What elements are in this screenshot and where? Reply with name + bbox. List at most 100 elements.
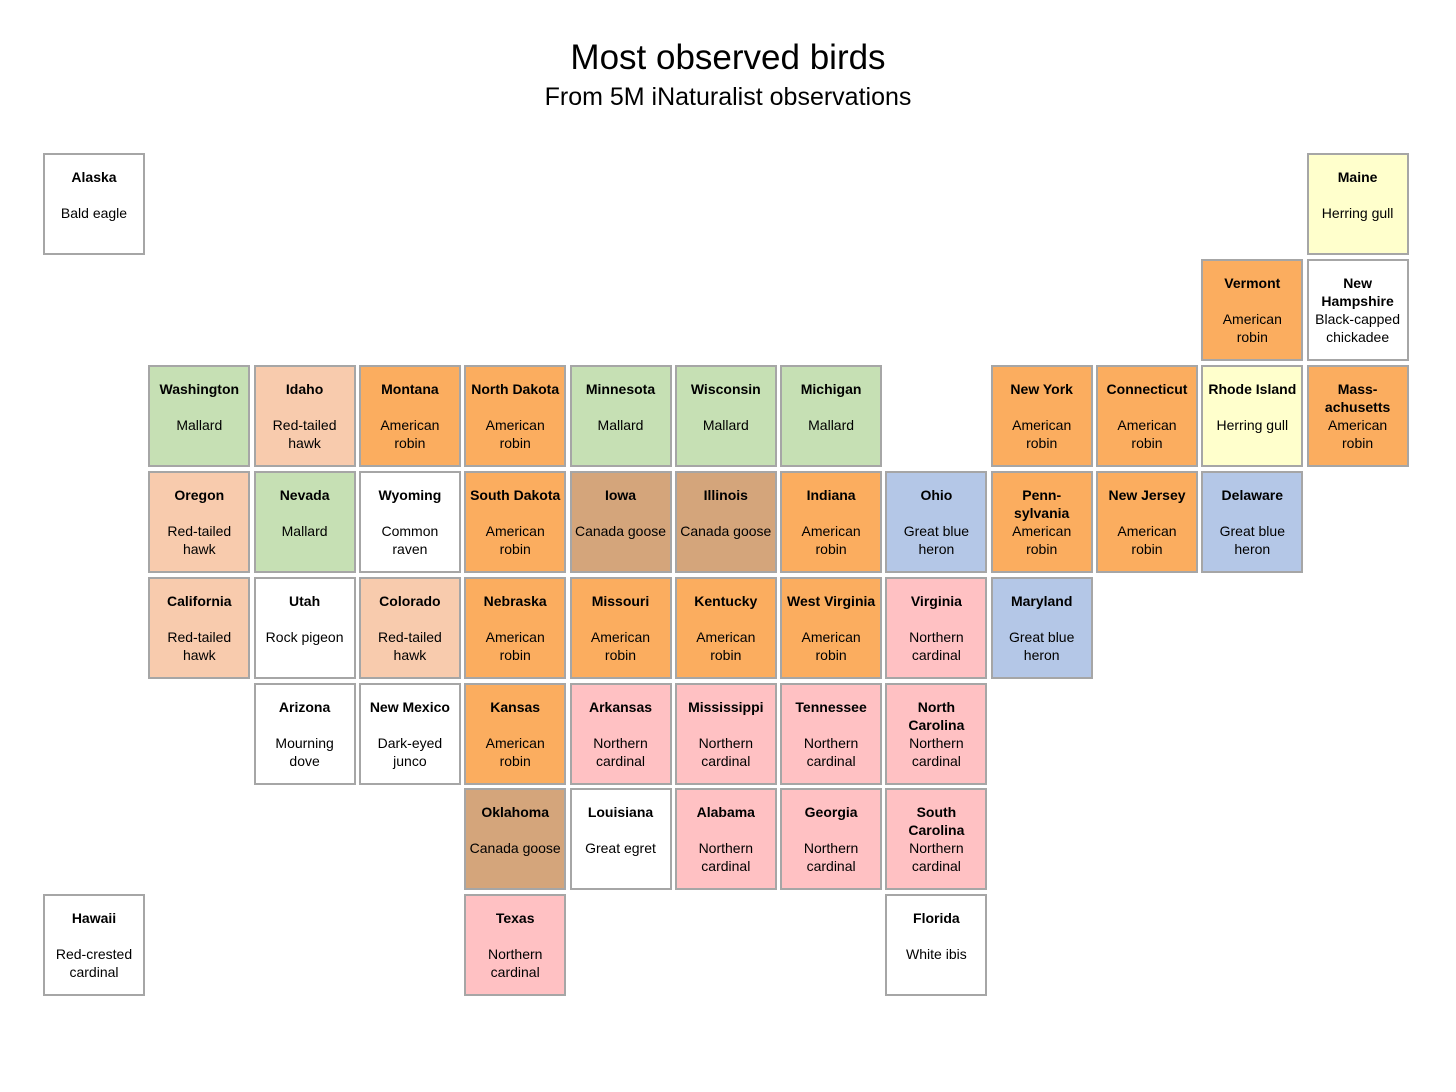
bird-name: Herring gull (1321, 205, 1394, 221)
bird-name: American robin (1012, 416, 1072, 451)
state-name: Nebraska (483, 592, 547, 609)
state-name: Minnesota (585, 380, 656, 397)
state-tile-georgia: Georgia Northern cardinal (780, 788, 883, 891)
state-name: Alaska (71, 169, 117, 185)
bird-name: Red-tailed hawk (167, 628, 232, 663)
state-name: Idaho (285, 380, 324, 397)
state-name: New Jersey (1108, 486, 1186, 503)
state-tile-new-york: New York American robin (990, 364, 1093, 467)
state-tile-hawaii: Hawaii Red-crested cardinal (43, 894, 145, 997)
state-name: North Dakota (471, 380, 560, 397)
state-name: Kansas (490, 698, 541, 715)
map-title: Most observed birds (570, 38, 886, 77)
state-name: West Virginia (787, 592, 876, 609)
state-name: Montana (381, 380, 439, 397)
bird-name: Northern cardinal (698, 734, 754, 769)
state-tile-new-hampshire: New Hampshire Black-capped chickadee (1306, 258, 1409, 361)
state-name: Arkansas (588, 698, 653, 715)
state-name: Oklahoma (481, 804, 550, 821)
bird-name: Mallard (808, 416, 855, 433)
state-tile-virginia: Virginia Northern cardinal (885, 576, 988, 679)
state-tile-south-dakota: South Dakota American robin (464, 470, 567, 573)
state-tile-indiana: Indiana American robin (780, 470, 883, 573)
state-name: Penn-sylvania (1014, 486, 1070, 521)
bird-name: Mourning dove (275, 734, 334, 769)
state-name: Rhode Island (1208, 380, 1297, 397)
bird-name: Black-capped chickadee (1315, 310, 1400, 345)
bird-name: Northern cardinal (803, 840, 859, 875)
state-tile-maine: Maine Herring gull (1306, 153, 1409, 255)
bird-name: Common raven (381, 522, 439, 557)
bird-name: American robin (485, 522, 545, 557)
state-tile-penn-sylvania: Penn-sylvania American robin (990, 470, 1093, 573)
state-name: Missouri (591, 592, 650, 609)
state-name: Louisiana (587, 804, 654, 821)
bird-name: Canada goose (574, 522, 667, 539)
bird-name: Mallard (281, 522, 328, 539)
state-name: Arizona (278, 698, 331, 715)
state-name: Delaware (1221, 486, 1284, 503)
state-tile-tennessee: Tennessee Northern cardinal (780, 682, 883, 785)
bird-name: Northern cardinal (909, 628, 964, 663)
bird-name: Mallard (176, 416, 223, 433)
state-name: Texas (495, 910, 535, 927)
state-tile-north-carolina: North Carolina Northern cardinal (885, 682, 988, 785)
state-tile-kentucky: Kentucky American robin (674, 576, 777, 679)
state-name: Virginia (910, 592, 962, 609)
state-name: Nevada (279, 486, 330, 503)
bird-name: Northern cardinal (593, 734, 648, 769)
state-tile-montana: Montana American robin (358, 364, 461, 467)
bird-name: Dark-eyed junco (377, 734, 443, 769)
state-tile-kansas: Kansas American robin (464, 682, 567, 785)
state-name: Ohio (920, 486, 953, 503)
bird-name: Northern cardinal (487, 946, 543, 981)
state-tile-nebraska: Nebraska American robin (464, 576, 567, 679)
state-tile-florida: Florida White ibis (885, 894, 988, 997)
state-tile-minnesota: Minnesota Mallard (569, 364, 672, 467)
state-tile-colorado: Colorado Red-tailed hawk (358, 576, 461, 679)
state-name: South Dakota (470, 486, 561, 503)
state-tile-nevada: Nevada Mallard (253, 470, 356, 573)
state-name: Georgia (804, 804, 858, 821)
state-tile-texas: Texas Northern cardinal (464, 894, 567, 997)
state-tile-rhode-island: Rhode Island Herring gull (1201, 364, 1304, 467)
state-tile-south-carolina: South Carolina Northern cardinal (885, 788, 988, 891)
state-name: Wisconsin (690, 380, 761, 397)
state-tile-missouri: Missouri American robin (569, 576, 672, 679)
state-tile-oregon: Oregon Red-tailed hawk (148, 470, 251, 573)
state-name: Tennessee (795, 698, 867, 715)
state-tile-new-mexico: New Mexico Dark-eyed junco (358, 682, 461, 785)
state-tile-delaware: Delaware Great blue heron (1201, 470, 1304, 573)
state-name: Michigan (800, 380, 862, 397)
state-tile-wyoming: Wyoming Common raven (358, 470, 461, 573)
state-name: Utah (289, 592, 321, 609)
bird-name: Great blue heron (903, 522, 970, 557)
bird-name: Herring gull (1216, 416, 1289, 433)
bird-name: Northern cardinal (909, 734, 964, 769)
state-name: New Mexico (369, 698, 450, 715)
bird-name: American robin (1117, 522, 1177, 557)
bird-name: American robin (590, 628, 651, 663)
state-name: Illinois (703, 486, 748, 503)
bird-name: Canada goose (680, 522, 772, 539)
state-tile-washington: Washington Mallard (148, 364, 251, 467)
bird-name: Canada goose (469, 840, 561, 857)
state-tile-utah: Utah Rock pigeon (253, 576, 356, 679)
state-tile-oklahoma: Oklahoma Canada goose (464, 788, 567, 891)
state-name: Hawaii (71, 910, 117, 927)
state-name: Maryland (1010, 592, 1073, 609)
state-tile-wisconsin: Wisconsin Mallard (674, 364, 777, 467)
state-tile-connecticut: Connecticut American robin (1096, 364, 1198, 467)
bird-name: American robin (1222, 310, 1282, 345)
bird-name: American robin (485, 628, 545, 663)
bird-name: Red-crested cardinal (55, 946, 133, 981)
bird-name: Great blue heron (1009, 628, 1075, 663)
state-name: Colorado (379, 592, 441, 609)
state-tile-vermont: Vermont American robin (1201, 258, 1304, 361)
state-tile-north-dakota: North Dakota American robin (464, 364, 567, 467)
state-name: Iowa (604, 486, 637, 503)
bird-name: Mallard (702, 416, 749, 433)
state-name: South Carolina (908, 804, 965, 839)
state-tile-alaska: Alaska Bald eagle (43, 153, 145, 255)
